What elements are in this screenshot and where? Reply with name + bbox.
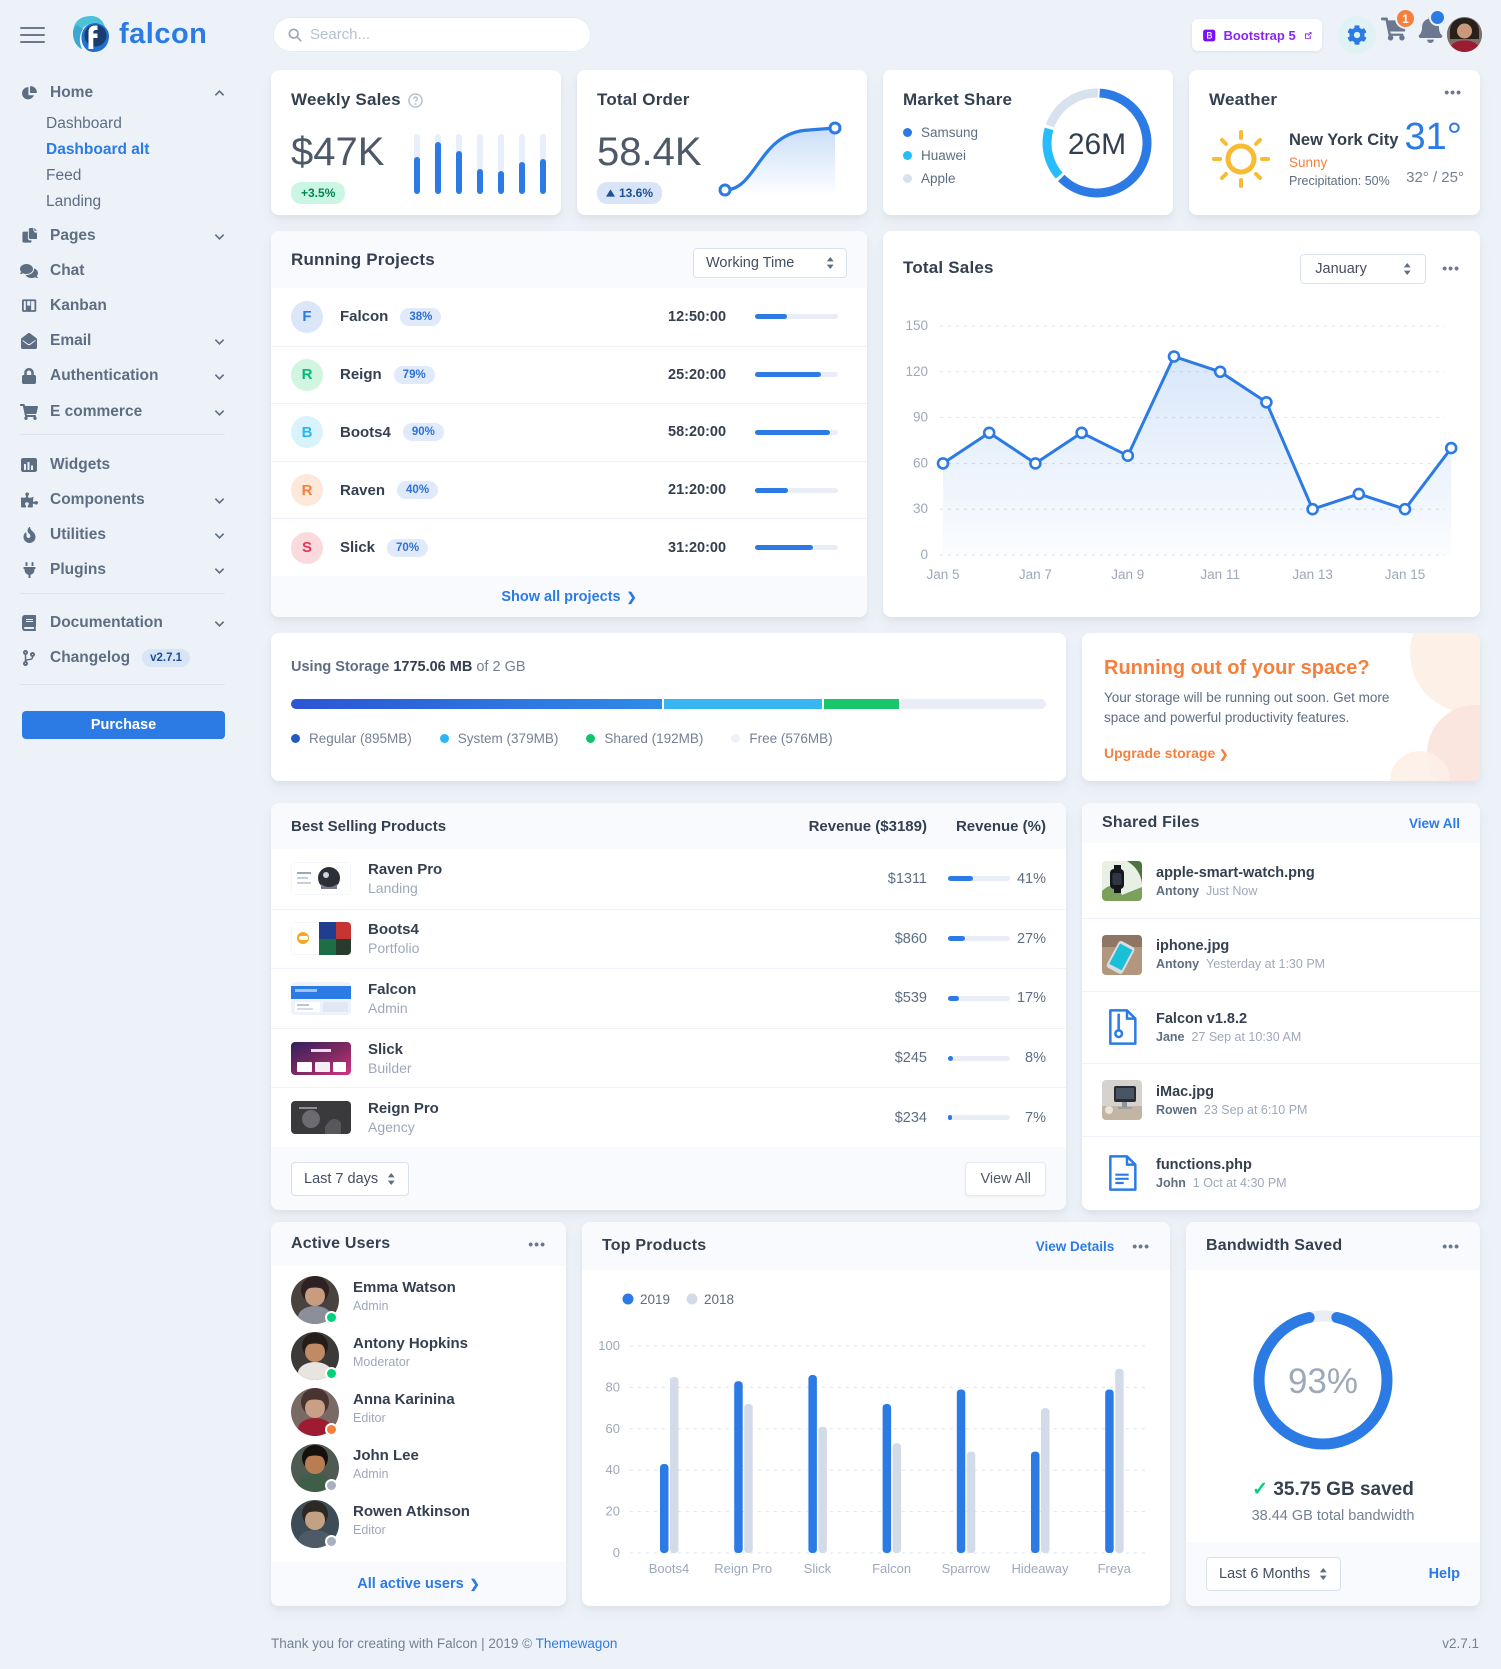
svg-text:30: 30 [913, 501, 928, 516]
svg-text:Jan 9: Jan 9 [1111, 567, 1144, 582]
svg-text:120: 120 [905, 364, 928, 379]
svg-text:Boots4: Boots4 [649, 1561, 689, 1576]
svg-text:Jan 11: Jan 11 [1200, 567, 1240, 582]
svg-text:Freya: Freya [1098, 1561, 1132, 1576]
svg-text:60: 60 [606, 1421, 620, 1436]
svg-text:Slick: Slick [804, 1561, 832, 1576]
svg-text:90: 90 [913, 410, 928, 425]
svg-text:Falcon: Falcon [872, 1561, 911, 1576]
svg-text:Jan 15: Jan 15 [1385, 567, 1426, 582]
svg-text:40: 40 [606, 1462, 620, 1477]
svg-text:80: 80 [606, 1379, 620, 1394]
svg-text:2018: 2018 [704, 1292, 734, 1307]
svg-text:0: 0 [613, 1545, 620, 1560]
svg-text:Jan 7: Jan 7 [1019, 567, 1052, 582]
svg-text:150: 150 [905, 318, 928, 333]
svg-text:Hideaway: Hideaway [1011, 1561, 1069, 1576]
svg-text:26M: 26M [1068, 128, 1126, 161]
svg-text:0: 0 [920, 547, 928, 562]
svg-text:20: 20 [606, 1504, 620, 1519]
svg-text:Sparrow: Sparrow [942, 1561, 991, 1576]
svg-text:100: 100 [598, 1338, 620, 1353]
svg-text:Reign Pro: Reign Pro [714, 1561, 772, 1576]
svg-text:2019: 2019 [640, 1292, 670, 1307]
svg-text:60: 60 [913, 455, 928, 470]
svg-text:93%: 93% [1288, 1362, 1358, 1401]
svg-text:Jan 5: Jan 5 [926, 567, 959, 582]
svg-text:Jan 13: Jan 13 [1292, 567, 1333, 582]
